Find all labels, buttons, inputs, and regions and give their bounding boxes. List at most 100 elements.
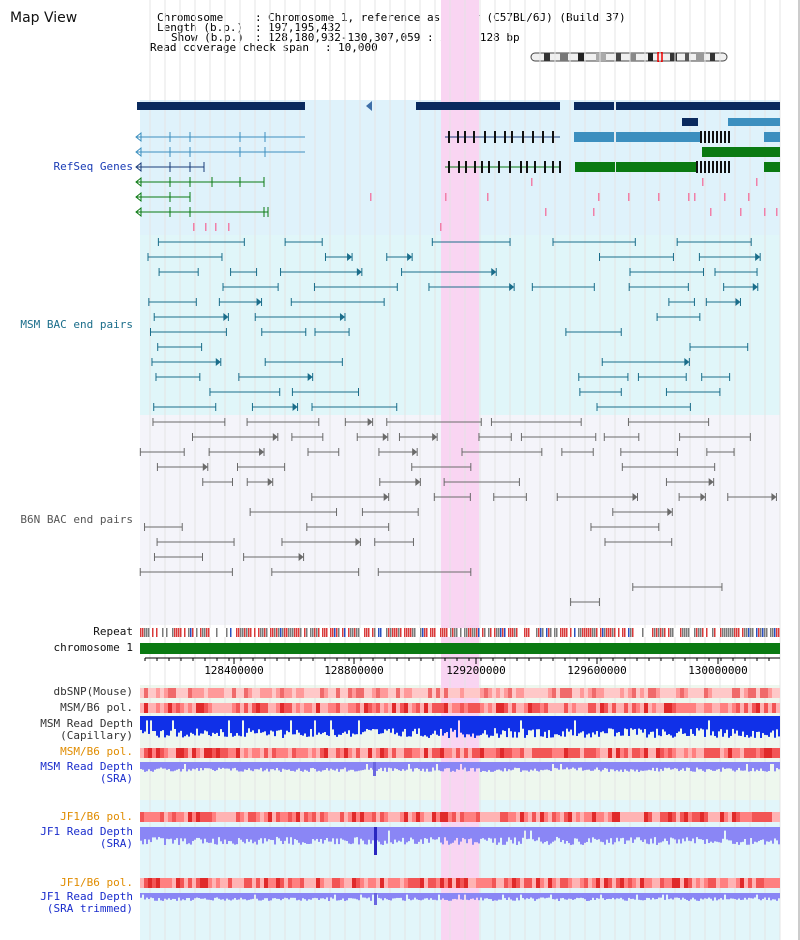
heat-cell — [588, 688, 592, 698]
heat-cell — [460, 748, 464, 758]
track-label-dbsnp[interactable]: dbSNP(Mouse) — [53, 685, 133, 698]
repeat-mark — [292, 628, 294, 637]
heat-cell — [556, 703, 560, 713]
track-label-jf1-b6-pol-2[interactable]: JF1/B6 pol. — [60, 876, 133, 889]
track-label-msm-bac[interactable]: MSM BAC end pairs — [20, 318, 133, 331]
repeat-mark — [294, 628, 296, 637]
heat-cell — [648, 878, 652, 888]
depth-bar — [284, 827, 286, 841]
depth-bar — [380, 762, 382, 768]
depth-bar — [378, 716, 380, 735]
repeat-mark — [400, 628, 402, 637]
depth-bar — [764, 716, 766, 735]
heat-cell — [700, 703, 704, 713]
depth-bar — [706, 762, 708, 770]
heat-cell — [348, 748, 352, 758]
heat-cell — [756, 703, 760, 713]
chromosome-ideogram[interactable] — [530, 52, 728, 62]
depth-bar — [626, 893, 628, 901]
track-label-msm-depth-capillary[interactable]: MSM Read Depth (Capillary) — [40, 717, 133, 742]
heat-cell — [164, 878, 168, 888]
heat-cell — [420, 703, 424, 713]
depth-bar — [338, 827, 340, 845]
heat-cell — [296, 688, 300, 698]
exon — [728, 161, 730, 173]
depth-bar — [294, 893, 296, 898]
depth-bar — [554, 893, 556, 900]
depth-bar — [440, 762, 442, 772]
depth-bar — [690, 827, 692, 842]
repeat-mark — [540, 628, 542, 637]
depth-bar — [242, 827, 244, 842]
heat-cell — [192, 688, 196, 698]
track-label-jf1-depth-sra[interactable]: JF1 Read Depth (SRA) — [40, 825, 133, 850]
repeat-mark — [738, 628, 740, 637]
track-label-b6n-bac[interactable]: B6N BAC end pairs — [20, 513, 133, 526]
repeat-mark — [358, 628, 360, 637]
repeat-mark — [248, 628, 250, 637]
heat-cell — [448, 703, 452, 713]
depth-bar — [666, 827, 668, 841]
depth-bar — [366, 893, 368, 899]
heat-cell — [740, 812, 744, 822]
depth-bar — [624, 762, 626, 770]
depth-bar — [508, 762, 510, 770]
depth-bar — [740, 716, 742, 736]
heat-cell — [500, 878, 504, 888]
track-label-refseq[interactable]: RefSeq Genes — [53, 160, 133, 173]
heat-cell — [732, 703, 736, 713]
depth-bar — [664, 716, 666, 732]
heat-cell — [348, 878, 352, 888]
heat-cell — [728, 703, 732, 713]
heat-cell — [548, 878, 552, 888]
track-label-jf1-depth-trimmed[interactable]: JF1 Read Depth (SRA trimmed) — [40, 890, 133, 915]
heat-cell — [320, 703, 324, 713]
bac-arrow — [259, 448, 265, 456]
depth-bar — [182, 762, 184, 770]
heat-cell — [512, 748, 516, 758]
track-label-msm-b6-pol-2[interactable]: MSM/B6 pol. — [60, 745, 133, 758]
heat-cell — [740, 688, 744, 698]
heat-cell — [464, 812, 468, 822]
depth-bar — [516, 716, 518, 738]
depth-bar — [716, 827, 718, 842]
heat-cell — [640, 812, 644, 822]
heat-cell — [184, 688, 188, 698]
heat-cell — [752, 688, 756, 698]
exon — [484, 131, 486, 143]
heat-cell — [220, 703, 224, 713]
track-label-repeat[interactable]: Repeat — [93, 625, 133, 638]
heat-cell — [336, 878, 340, 888]
heat-cell — [632, 703, 636, 713]
depth-bar — [570, 893, 572, 899]
repeat-mark — [712, 628, 714, 637]
depth-bar — [442, 762, 444, 772]
repeat-mark — [408, 628, 410, 637]
depth-bar — [584, 827, 586, 843]
track-label-jf1-b6-pol[interactable]: JF1/B6 pol. — [60, 810, 133, 823]
depth-bar — [288, 827, 290, 844]
heat-cell — [140, 878, 144, 888]
track-label-msm-b6-pol[interactable]: MSM/B6 pol. — [60, 701, 133, 714]
depth-bar — [448, 716, 450, 738]
track-label-msm-depth-sra[interactable]: MSM Read Depth (SRA) — [40, 760, 133, 785]
heat-cell — [348, 703, 352, 713]
depth-bar — [410, 762, 412, 769]
depth-bar — [354, 893, 356, 899]
heat-cell — [720, 878, 724, 888]
depth-bar — [706, 893, 708, 899]
track-label-chromosome[interactable]: chromosome 1 — [53, 641, 133, 654]
depth-bar — [430, 716, 432, 736]
repeat-mark — [192, 628, 194, 637]
depth-bar — [258, 827, 260, 840]
depth-bar — [238, 716, 240, 736]
heat-cell — [684, 688, 688, 698]
depth-bar — [310, 762, 312, 769]
heat-cell — [740, 703, 744, 713]
heat-cell — [328, 878, 332, 888]
depth-bar — [396, 716, 398, 733]
heat-cell — [204, 703, 208, 713]
repeat-mark — [512, 628, 514, 637]
depth-bar — [680, 893, 682, 900]
